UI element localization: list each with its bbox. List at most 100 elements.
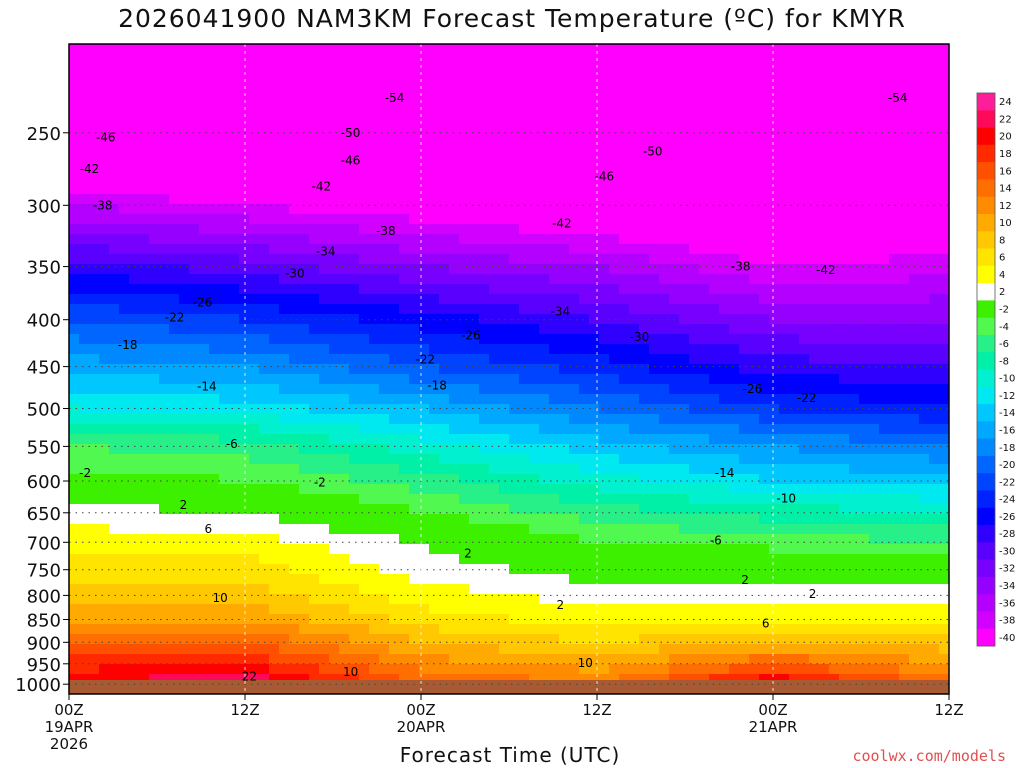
field-cell	[639, 654, 650, 665]
field-cell	[319, 414, 330, 425]
field-cell	[789, 504, 800, 515]
field-cell	[569, 204, 580, 215]
field-cell	[629, 194, 640, 205]
field-cell	[729, 534, 740, 545]
field-cell	[249, 444, 260, 455]
field-cell	[799, 264, 810, 275]
field-cell	[729, 264, 740, 275]
field-cell	[699, 564, 710, 575]
field-cell	[709, 414, 720, 425]
field-cell	[469, 74, 480, 85]
field-cell	[249, 164, 260, 175]
field-cell	[339, 374, 350, 385]
field-cell	[429, 444, 440, 455]
field-cell	[119, 164, 130, 175]
field-cell	[309, 144, 320, 155]
field-cell	[709, 564, 720, 575]
field-cell	[329, 294, 340, 305]
field-cell	[69, 504, 80, 515]
field-cell	[159, 614, 170, 625]
field-cell	[469, 274, 480, 285]
field-cell	[439, 624, 450, 635]
field-cell	[609, 134, 620, 145]
field-cell	[419, 184, 430, 195]
field-cell	[139, 244, 150, 255]
field-cell	[659, 324, 670, 335]
field-cell	[659, 444, 670, 455]
field-cell	[659, 334, 670, 345]
field-cell	[809, 674, 820, 685]
field-cell	[549, 274, 560, 285]
field-cell	[739, 204, 750, 215]
field-cell	[319, 174, 330, 185]
field-cell	[319, 374, 330, 385]
field-cell	[279, 224, 290, 235]
field-cell	[319, 194, 330, 205]
field-cell	[299, 504, 310, 515]
field-cell	[739, 544, 750, 555]
field-cell	[79, 264, 90, 275]
field-cell	[109, 524, 120, 535]
field-cell	[209, 644, 220, 655]
field-cell	[109, 424, 120, 435]
field-cell	[389, 124, 400, 135]
field-cell	[699, 404, 710, 415]
field-cell	[679, 304, 690, 315]
field-cell	[139, 184, 150, 195]
field-cell	[689, 554, 700, 565]
field-cell	[679, 214, 690, 225]
field-cell	[409, 134, 420, 145]
field-cell	[119, 64, 130, 75]
field-cell	[429, 454, 440, 465]
field-cell	[669, 304, 680, 315]
field-cell	[659, 474, 670, 485]
field-cell	[539, 164, 550, 175]
field-cell	[819, 554, 830, 565]
field-cell	[289, 164, 300, 175]
field-cell	[259, 44, 270, 55]
field-cell	[459, 674, 470, 685]
field-cell	[719, 324, 730, 335]
field-cell	[649, 434, 660, 445]
field-cell	[639, 664, 650, 675]
field-cell	[639, 264, 650, 275]
field-cell	[289, 94, 300, 105]
field-cell	[179, 504, 190, 515]
field-cell	[369, 154, 380, 165]
field-cell	[209, 454, 220, 465]
field-cell	[379, 614, 390, 625]
field-cell	[689, 404, 700, 415]
field-cell	[449, 634, 460, 645]
field-cell	[789, 624, 800, 635]
field-cell	[289, 514, 300, 525]
field-cell	[629, 654, 640, 665]
field-cell	[799, 104, 810, 115]
field-cell	[419, 394, 430, 405]
field-cell	[129, 534, 140, 545]
field-cell	[149, 554, 160, 565]
field-cell	[109, 674, 120, 685]
field-cell	[699, 224, 710, 235]
field-cell	[409, 604, 420, 615]
field-cell	[429, 84, 440, 95]
field-cell	[739, 514, 750, 525]
field-cell	[279, 174, 290, 185]
field-cell	[709, 604, 720, 615]
field-cell	[489, 284, 500, 295]
field-cell	[389, 534, 400, 545]
field-cell	[739, 54, 750, 65]
field-cell	[729, 334, 740, 345]
field-cell	[739, 294, 750, 305]
field-cell	[339, 574, 350, 585]
field-cell	[709, 374, 720, 385]
field-cell	[539, 484, 550, 495]
field-cell	[629, 164, 640, 175]
field-cell	[289, 114, 300, 125]
field-cell	[309, 554, 320, 565]
field-cell	[179, 124, 190, 135]
field-cell	[79, 464, 90, 475]
field-cell	[639, 174, 650, 185]
field-cell	[219, 244, 230, 255]
field-cell	[339, 94, 350, 105]
field-cell	[419, 464, 430, 475]
